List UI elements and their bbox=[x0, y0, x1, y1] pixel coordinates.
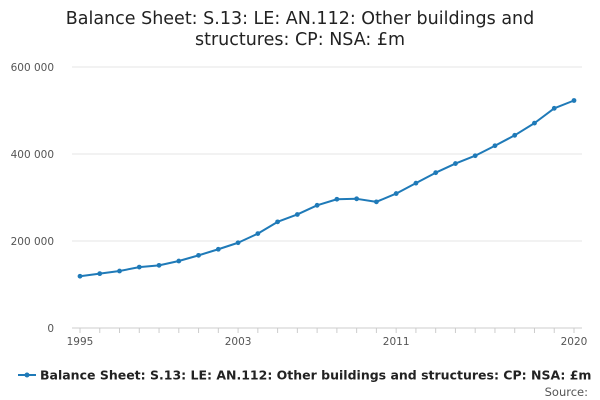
data-point[interactable] bbox=[215, 246, 221, 252]
data-point[interactable] bbox=[334, 196, 340, 202]
data-point[interactable] bbox=[77, 273, 83, 279]
gridlines bbox=[72, 66, 582, 242]
data-point[interactable] bbox=[117, 268, 122, 274]
data-point[interactable] bbox=[314, 202, 320, 208]
data-point[interactable] bbox=[472, 153, 478, 159]
data-point[interactable] bbox=[492, 143, 498, 149]
data-point[interactable] bbox=[176, 258, 182, 264]
data-point[interactable] bbox=[255, 231, 261, 237]
data-point[interactable] bbox=[235, 240, 241, 246]
chart-title-line-1: Balance Sheet: S.13: LE: AN.112: Other b… bbox=[66, 9, 535, 29]
x-axis: 1995 2003 2011 2020 bbox=[67, 328, 588, 348]
y-tick-label: 600 000 bbox=[11, 62, 54, 74]
y-tick-label: 200 000 bbox=[11, 236, 54, 248]
y-axis: 0 200 000 400 000 600 000 bbox=[11, 62, 54, 335]
data-point[interactable] bbox=[413, 180, 419, 186]
data-point[interactable] bbox=[532, 120, 537, 126]
data-point[interactable] bbox=[196, 252, 201, 258]
data-point[interactable] bbox=[551, 105, 557, 111]
y-tick-label: 400 000 bbox=[11, 149, 54, 161]
y-tick-label: 0 bbox=[47, 323, 54, 335]
data-point[interactable] bbox=[354, 196, 360, 202]
series-layer bbox=[77, 98, 577, 279]
data-point[interactable] bbox=[571, 98, 577, 103]
source-label: Source: bbox=[545, 385, 588, 399]
chart-title-line-2: structures: CP: NSA: £m bbox=[195, 30, 405, 50]
x-tick-label: 2011 bbox=[383, 336, 410, 348]
data-point[interactable] bbox=[275, 219, 280, 225]
data-point[interactable] bbox=[156, 262, 162, 268]
series-line bbox=[79, 99, 575, 278]
data-point[interactable] bbox=[393, 191, 399, 196]
x-tick-label: 2020 bbox=[561, 336, 588, 348]
data-point[interactable] bbox=[97, 271, 103, 277]
legend-marker-icon bbox=[24, 372, 30, 378]
data-point[interactable] bbox=[512, 132, 518, 138]
legend-label: Balance Sheet: S.13: LE: AN.112: Other b… bbox=[40, 368, 591, 383]
data-point[interactable] bbox=[453, 161, 458, 166]
x-tick-label: 2003 bbox=[225, 336, 252, 348]
data-point[interactable] bbox=[294, 212, 300, 217]
data-point[interactable] bbox=[136, 264, 142, 270]
x-tick-label: 1995 bbox=[67, 336, 94, 348]
data-point[interactable] bbox=[433, 170, 439, 176]
data-point[interactable] bbox=[374, 199, 379, 205]
legend[interactable]: Balance Sheet: S.13: LE: AN.112: Other b… bbox=[18, 368, 591, 383]
